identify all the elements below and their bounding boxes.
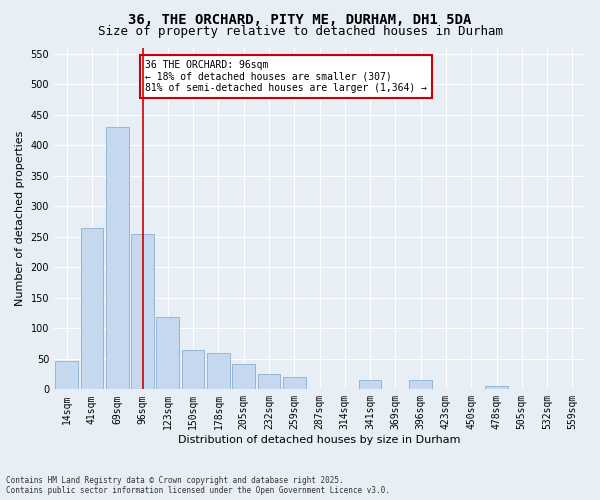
Bar	[80, 228, 103, 390]
Text: Contains HM Land Registry data © Crown copyright and database right 2025.
Contai: Contains HM Land Registry data © Crown c…	[6, 476, 390, 495]
Bar	[207, 352, 230, 390]
Bar	[485, 386, 508, 390]
Bar	[182, 350, 205, 390]
Bar	[232, 364, 255, 390]
Bar	[55, 360, 78, 390]
Bar	[409, 380, 432, 390]
Bar	[131, 234, 154, 390]
Text: 36, THE ORCHARD, PITY ME, DURHAM, DH1 5DA: 36, THE ORCHARD, PITY ME, DURHAM, DH1 5D…	[128, 12, 472, 26]
Text: Size of property relative to detached houses in Durham: Size of property relative to detached ho…	[97, 25, 503, 38]
Y-axis label: Number of detached properties: Number of detached properties	[15, 130, 25, 306]
Bar	[106, 127, 128, 390]
Bar	[257, 374, 280, 390]
Text: 36 THE ORCHARD: 96sqm
← 18% of detached houses are smaller (307)
81% of semi-det: 36 THE ORCHARD: 96sqm ← 18% of detached …	[145, 60, 427, 93]
Bar	[157, 318, 179, 390]
Bar	[283, 377, 305, 390]
Bar	[359, 380, 382, 390]
X-axis label: Distribution of detached houses by size in Durham: Distribution of detached houses by size …	[178, 435, 461, 445]
